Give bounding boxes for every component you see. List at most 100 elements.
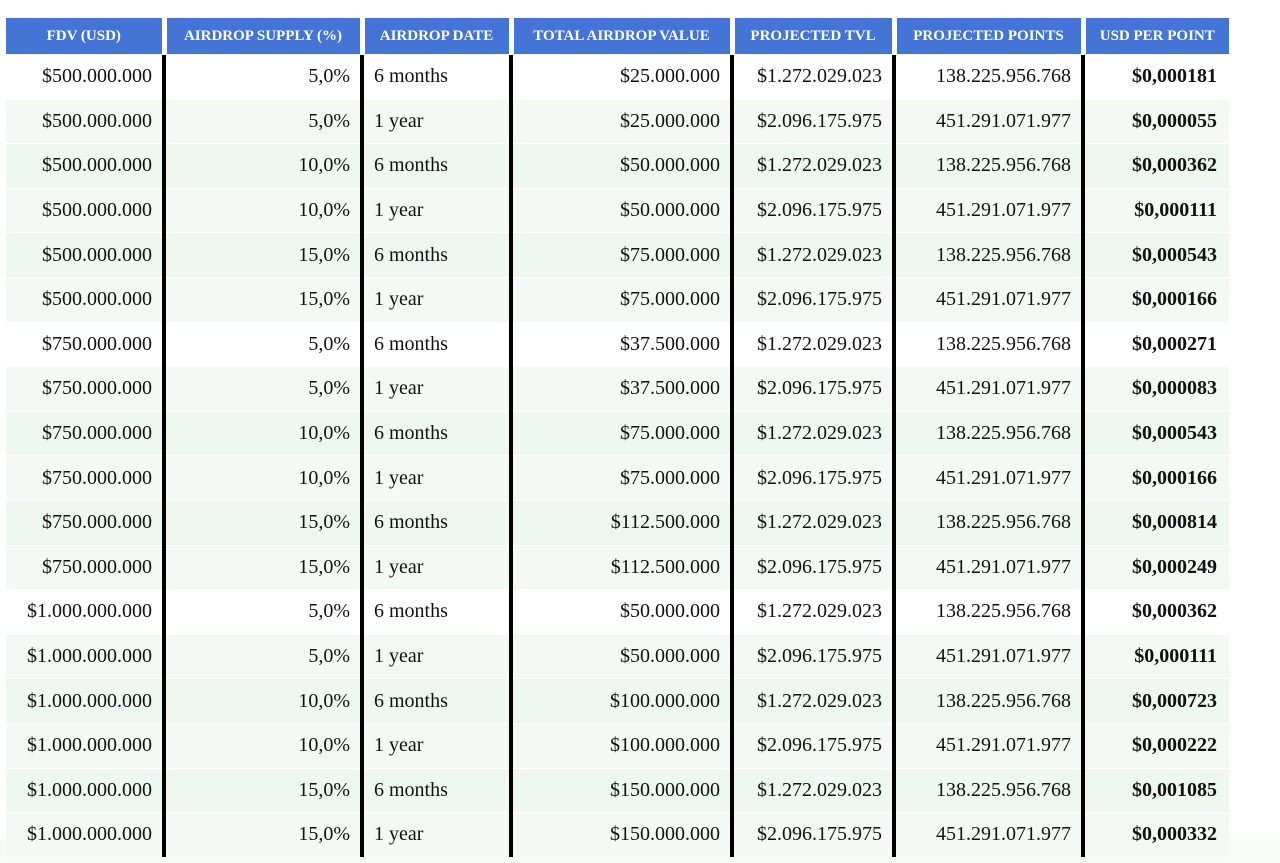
cell-total-airdrop-value: $37.500.000 <box>509 321 732 367</box>
cell-projected-points: 451.291.071.977 <box>892 812 1083 857</box>
table-row: $1.000.000.000 10,0% 1 year $100.000.000 $2.… <box>6 722 1229 768</box>
cell-total-airdrop-value: $100.000.000 <box>509 678 732 724</box>
cell-usd-per-point: $0,000723 <box>1081 678 1229 724</box>
cell-airdrop-date: 1 year <box>360 98 511 144</box>
table-row: $750.000.000 5,0% 6 months $37.500.000 $1.27… <box>6 321 1229 367</box>
table-row: $500.000.000 5,0% 1 year $25.000.000 $2.096.… <box>6 98 1229 144</box>
table-row: $750.000.000 15,0% 6 months $112.500.000 $1.… <box>6 499 1229 546</box>
cell-usd-per-point: $0,000166 <box>1081 455 1229 501</box>
cell-fdv: $500.000.000 <box>6 98 164 144</box>
header-airdrop-date[interactable]: AIRDROP DATE <box>359 18 511 55</box>
cell-total-airdrop-value: $112.500.000 <box>509 499 732 546</box>
cell-total-airdrop-value: $50.000.000 <box>509 143 732 189</box>
cell-projected-points: 451.291.071.977 <box>892 187 1083 233</box>
cell-usd-per-point: $0,000814 <box>1081 499 1229 546</box>
table-row: $1.000.000.000 10,0% 6 months $100.000.000 $… <box>6 678 1229 724</box>
header-fdv[interactable]: FDV (USD) <box>6 18 164 55</box>
cell-usd-per-point: $0,000249 <box>1081 544 1229 590</box>
cell-airdrop-date: 6 months <box>360 678 511 724</box>
cell-projected-tvl: $1.272.029.023 <box>730 54 894 100</box>
cell-airdrop-date: 1 year <box>360 633 511 679</box>
cell-projected-points: 451.291.071.977 <box>892 276 1083 323</box>
cell-total-airdrop-value: $75.000.000 <box>509 232 732 278</box>
cell-usd-per-point: $0,000181 <box>1081 54 1229 100</box>
cell-fdv: $750.000.000 <box>6 544 164 590</box>
cell-fdv: $1.000.000.000 <box>6 678 164 724</box>
cell-projected-tvl: $1.272.029.023 <box>730 767 894 813</box>
table-row: $1.000.000.000 5,0% 1 year $50.000.000 $2.09… <box>6 633 1229 679</box>
cell-airdrop-supply: 15,0% <box>162 544 362 590</box>
cell-total-airdrop-value: $150.000.000 <box>509 767 732 813</box>
cell-fdv: $1.000.000.000 <box>6 633 164 679</box>
cell-usd-per-point: $0,001085 <box>1081 767 1229 813</box>
cell-airdrop-supply: 5,0% <box>162 366 362 412</box>
cell-projected-tvl: $1.272.029.023 <box>730 410 894 456</box>
cell-projected-tvl: $2.096.175.975 <box>730 633 894 679</box>
cell-airdrop-date: 6 months <box>360 321 511 367</box>
cell-airdrop-date: 1 year <box>360 187 511 233</box>
cell-airdrop-supply: 15,0% <box>162 812 362 857</box>
cell-fdv: $750.000.000 <box>6 410 164 456</box>
table-row: $500.000.000 15,0% 6 months $75.000.000 $1.2… <box>6 232 1229 278</box>
cell-airdrop-supply: 15,0% <box>162 767 362 813</box>
table-row: $500.000.000 15,0% 1 year $75.000.000 $2.096… <box>6 276 1229 323</box>
cell-airdrop-date: 6 months <box>360 410 511 456</box>
cell-projected-tvl: $1.272.029.023 <box>730 143 894 189</box>
cell-airdrop-date: 1 year <box>360 544 511 590</box>
header-projected-tvl[interactable]: PROJECTED TVL <box>729 18 894 55</box>
cell-usd-per-point: $0,000362 <box>1081 143 1229 189</box>
cell-fdv: $500.000.000 <box>6 232 164 278</box>
cell-total-airdrop-value: $112.500.000 <box>509 544 732 590</box>
cell-airdrop-supply: 10,0% <box>162 143 362 189</box>
cell-fdv: $750.000.000 <box>6 321 164 367</box>
cell-airdrop-supply: 10,0% <box>162 455 362 501</box>
cell-total-airdrop-value: $75.000.000 <box>509 276 732 323</box>
cell-fdv: $1.000.000.000 <box>6 767 164 813</box>
cell-usd-per-point: $0,000166 <box>1081 276 1229 323</box>
cell-fdv: $1.000.000.000 <box>6 589 164 635</box>
header-airdrop-supply[interactable]: AIRDROP SUPPLY (%) <box>161 18 362 55</box>
header-usd-per-point[interactable]: USD PER POINT <box>1080 18 1229 55</box>
cell-projected-points: 451.291.071.977 <box>892 544 1083 590</box>
cell-usd-per-point: $0,000111 <box>1081 187 1229 233</box>
cell-projected-points: 138.225.956.768 <box>892 589 1083 635</box>
cell-projected-tvl: $2.096.175.975 <box>730 276 894 323</box>
cell-airdrop-date: 6 months <box>360 143 511 189</box>
cell-total-airdrop-value: $75.000.000 <box>509 455 732 501</box>
header-row: FDV (USD) AIRDROP SUPPLY (%) AIRDROP DAT… <box>6 18 1229 55</box>
table-row: $750.000.000 10,0% 1 year $75.000.000 $2.096… <box>6 455 1229 501</box>
cell-airdrop-date: 1 year <box>360 455 511 501</box>
table-row: $500.000.000 10,0% 1 year $50.000.000 $2.096… <box>6 187 1229 233</box>
table-row: $1.000.000.000 15,0% 6 months $150.000.000 $… <box>6 767 1229 813</box>
cell-airdrop-date: 6 months <box>360 589 511 635</box>
cell-total-airdrop-value: $100.000.000 <box>509 722 732 768</box>
cell-total-airdrop-value: $25.000.000 <box>509 54 732 100</box>
cell-total-airdrop-value: $50.000.000 <box>509 187 732 233</box>
cell-airdrop-date: 1 year <box>360 276 511 323</box>
table-row: $750.000.000 5,0% 1 year $37.500.000 $2.096.… <box>6 366 1229 412</box>
cell-usd-per-point: $0,000362 <box>1081 589 1229 635</box>
cell-projected-points: 451.291.071.977 <box>892 455 1083 501</box>
cell-projected-points: 138.225.956.768 <box>892 321 1083 367</box>
cell-projected-tvl: $1.272.029.023 <box>730 232 894 278</box>
cell-total-airdrop-value: $25.000.000 <box>509 98 732 144</box>
cell-usd-per-point: $0,000055 <box>1081 98 1229 144</box>
cell-total-airdrop-value: $37.500.000 <box>509 366 732 412</box>
cell-usd-per-point: $0,000332 <box>1081 812 1229 857</box>
cell-fdv: $750.000.000 <box>6 455 164 501</box>
header-projected-points[interactable]: PROJECTED POINTS <box>891 18 1083 55</box>
cell-fdv: $500.000.000 <box>6 54 164 100</box>
cell-projected-tvl: $1.272.029.023 <box>730 499 894 546</box>
cell-airdrop-date: 6 months <box>360 767 511 813</box>
cell-usd-per-point: $0,000271 <box>1081 321 1229 367</box>
cell-total-airdrop-value: $75.000.000 <box>509 410 732 456</box>
cell-fdv: $1.000.000.000 <box>6 722 164 768</box>
cell-total-airdrop-value: $50.000.000 <box>509 633 732 679</box>
cell-projected-tvl: $2.096.175.975 <box>730 812 894 857</box>
cell-fdv: $500.000.000 <box>6 187 164 233</box>
cell-usd-per-point: $0,000543 <box>1081 232 1229 278</box>
cell-usd-per-point: $0,000543 <box>1081 410 1229 456</box>
cell-projected-points: 138.225.956.768 <box>892 232 1083 278</box>
header-total-airdrop-value[interactable]: TOTAL AIRDROP VALUE <box>508 18 732 55</box>
cell-projected-tvl: $2.096.175.975 <box>730 187 894 233</box>
